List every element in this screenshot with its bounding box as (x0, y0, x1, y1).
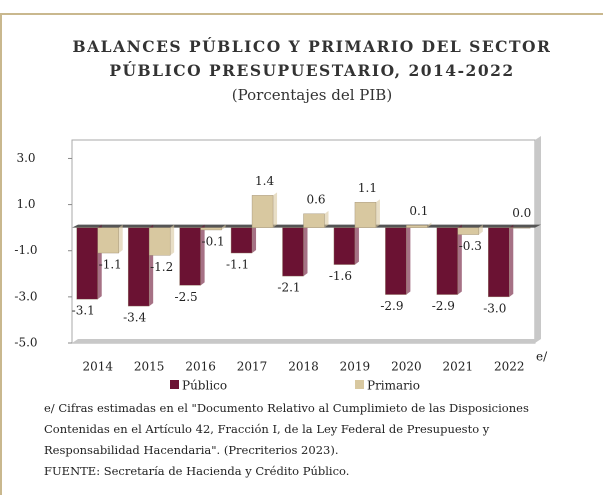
bar-side (375, 199, 380, 228)
data-label: -2.9 (432, 299, 455, 313)
bar-side (273, 192, 278, 228)
bar (436, 227, 459, 295)
x-tick-label: 2014 (82, 360, 113, 374)
bar-side (170, 224, 175, 256)
bar (179, 227, 201, 286)
bar (303, 213, 325, 228)
data-label: -2.9 (380, 299, 403, 313)
y-tick-label: -1.0 (14, 243, 37, 257)
data-label: -0.1 (202, 234, 225, 248)
bar (385, 227, 407, 295)
data-label: -3.1 (72, 304, 95, 318)
x-tick-label: 2021 (443, 360, 474, 374)
bar (488, 227, 510, 298)
bar (127, 227, 150, 307)
legend-label: Primario (367, 379, 420, 393)
chart-title: BALANCES PÚBLICO Y PRIMARIO DEL SECTOR (73, 37, 552, 56)
y-tick-label: -5.0 (14, 336, 37, 350)
chart-subtitle: (Porcentajes del PIB) (232, 86, 392, 104)
x-tick-label: 2019 (340, 360, 371, 374)
legend-swatch (170, 380, 179, 389)
bar (251, 195, 274, 228)
x-tick-label: 2022 (494, 360, 525, 374)
bar (76, 227, 98, 300)
bar-side (303, 224, 308, 277)
bar (457, 227, 480, 235)
data-label: -1.1 (99, 258, 122, 272)
bar-side (118, 224, 123, 254)
note: e/ Cifras estimadas en el "Documento Rel… (44, 401, 529, 415)
data-label: 0.1 (409, 204, 428, 218)
note: Responsabilidad Hacendaria". (Precriteri… (44, 443, 338, 457)
data-label: -1.2 (150, 260, 173, 274)
note: Contenidas en el Artículo 42, Fracción I… (44, 422, 490, 436)
bar (230, 227, 253, 254)
bar-side (200, 224, 205, 286)
bar-side (252, 224, 257, 254)
data-label: -1.1 (226, 258, 249, 272)
bar (148, 227, 171, 256)
data-label: -1.6 (329, 269, 352, 283)
bar-side (354, 224, 359, 265)
y-tick-label: 3.0 (16, 151, 35, 165)
bar (333, 227, 356, 265)
frame (0, 13, 603, 495)
note: FUENTE: Secretaría de Hacienda y Crédito… (44, 464, 349, 478)
bar (282, 227, 304, 277)
bar (406, 225, 428, 228)
data-label: -3.4 (123, 311, 147, 325)
bar-side (324, 210, 329, 228)
data-label: -3.0 (483, 301, 506, 315)
data-label: 0.0 (512, 206, 531, 220)
bar-side (509, 224, 514, 297)
bar (509, 227, 531, 229)
bar-side (457, 224, 462, 295)
x-tick-label: 2017 (237, 360, 268, 374)
bar (354, 202, 377, 228)
data-label: 1.4 (255, 174, 274, 188)
bar (97, 227, 119, 254)
bar-side (478, 224, 483, 235)
bar-side (427, 222, 432, 228)
data-label: -0.3 (459, 239, 482, 253)
bar-side (406, 224, 411, 295)
category-note: e/ (536, 350, 548, 364)
data-label: -2.1 (277, 281, 300, 295)
x-tick-label: 2020 (391, 360, 422, 374)
x-tick-label: 2018 (288, 360, 319, 374)
bar (200, 227, 222, 231)
y-tick-label: 1.0 (16, 197, 35, 211)
data-label: 0.6 (306, 192, 325, 206)
chart-title: PÚBLICO PRESUPUESTARIO, 2014-2022 (109, 61, 514, 80)
x-tick-label: 2015 (134, 360, 165, 374)
y-tick-label: -3.0 (14, 289, 37, 303)
data-label: -2.5 (175, 290, 198, 304)
bar-side (221, 224, 226, 230)
data-label: 1.1 (358, 181, 377, 195)
legend-label: Público (182, 379, 227, 393)
legend-swatch (355, 380, 364, 389)
x-tick-label: 2016 (185, 360, 216, 374)
